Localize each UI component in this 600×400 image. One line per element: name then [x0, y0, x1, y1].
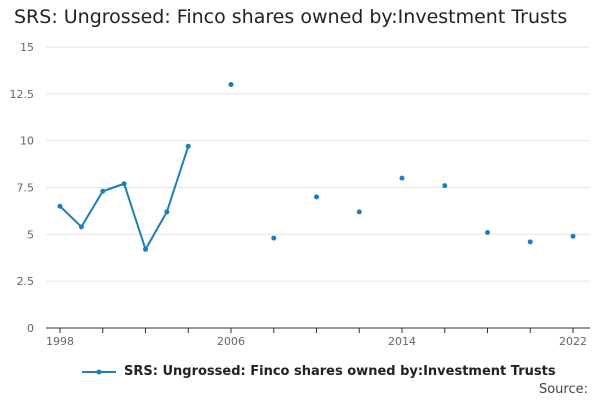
data-point[interactable]: [185, 143, 191, 149]
data-point[interactable]: [78, 224, 84, 230]
x-tick-label: 2006: [217, 335, 245, 348]
x-tick-label: 1998: [46, 335, 74, 348]
data-point[interactable]: [442, 183, 448, 189]
source-label: Source:: [538, 382, 588, 397]
data-point[interactable]: [527, 239, 533, 245]
y-tick-label: 0: [27, 322, 34, 335]
y-tick-label: 15: [20, 41, 34, 54]
data-point[interactable]: [356, 209, 362, 215]
data-point[interactable]: [485, 229, 490, 235]
y-tick-label: 5: [27, 228, 34, 241]
data-point[interactable]: [143, 246, 148, 252]
legend[interactable]: SRS: Ungrossed: Finco shares owned by:In…: [82, 364, 556, 379]
data-point[interactable]: [100, 188, 106, 194]
data-point[interactable]: [164, 209, 170, 215]
y-tick-label: 10: [20, 135, 34, 148]
chart-title: SRS: Ungrossed: Finco shares owned by:In…: [14, 6, 568, 28]
data-point[interactable]: [271, 235, 277, 241]
data-point[interactable]: [570, 233, 576, 239]
data-point[interactable]: [399, 175, 405, 181]
data-point[interactable]: [121, 181, 127, 187]
legend-label: SRS: Ungrossed: Finco shares owned by:In…: [124, 364, 556, 379]
data-point[interactable]: [57, 203, 63, 209]
y-tick-label: 7.5: [17, 182, 35, 195]
data-point[interactable]: [228, 81, 234, 87]
data-point[interactable]: [314, 194, 319, 200]
x-tick-label: 2022: [559, 335, 587, 348]
y-tick-label: 12.5: [10, 88, 35, 101]
x-tick-label: 2014: [388, 335, 416, 348]
y-tick-label: 2.5: [17, 275, 35, 288]
legend-line-marker: [82, 369, 116, 374]
